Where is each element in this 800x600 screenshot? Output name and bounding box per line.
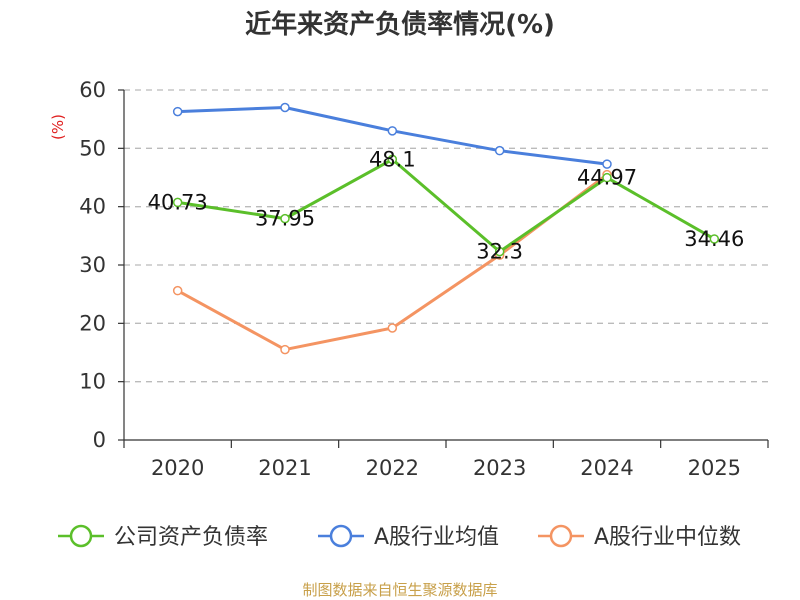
y-tick-label: 50: [79, 136, 106, 160]
y-tick-label: 60: [79, 78, 106, 102]
x-tick-label: 2025: [688, 456, 741, 480]
data-point: [387, 126, 398, 136]
x-tick-label: 2021: [258, 456, 311, 480]
legend[interactable]: 公司资产负债率 A股行业均值 A股行业中位数: [58, 524, 741, 550]
x-tick-label: 2024: [580, 456, 633, 480]
legend-swatch-marker: [549, 524, 573, 548]
data-point: [280, 344, 290, 355]
data-label: 48.1: [369, 147, 416, 171]
legend-label: 公司资产负债率: [114, 525, 268, 550]
series-line: [177, 157, 716, 254]
y-tick-label: 10: [79, 370, 106, 394]
data-label: 32.3: [476, 240, 523, 264]
data-point: [280, 102, 290, 113]
data-labels: 40.73 37.95 48.1 32.3 44.97 34.46: [148, 147, 745, 263]
data-point: [172, 285, 183, 296]
legend-swatch-marker: [69, 524, 93, 548]
data-point: [387, 154, 398, 165]
data-label: 40.73: [148, 190, 208, 214]
x-tick-label: 2020: [151, 456, 204, 480]
y-tick-label: 20: [79, 311, 106, 335]
y-tick-label: 40: [79, 195, 106, 219]
data-label: 37.95: [255, 207, 315, 231]
data-point: [602, 159, 612, 169]
y-axis-label: (%): [49, 114, 67, 140]
data-point: [172, 106, 183, 117]
y-tick-label: 30: [79, 253, 106, 277]
y-tick-label: 0: [93, 428, 106, 452]
legend-swatch-marker: [329, 524, 353, 548]
legend-label: A股行业均值: [374, 525, 499, 550]
data-point: [494, 145, 505, 156]
data-point: [387, 323, 398, 333]
axes: 0 10 20 30 40 50 60 2020 2021 2022 2023 2024 2025: [79, 78, 769, 480]
x-tick-label: 2022: [366, 456, 419, 480]
data-point: [709, 234, 720, 244]
grid-lines: [124, 89, 768, 383]
data-point: [494, 246, 505, 257]
data-point: [172, 197, 183, 208]
chart-title: 近年来资产负债率情况(%): [245, 10, 555, 40]
data-point: [280, 213, 290, 224]
source-note: 制图数据来自恒生聚源数据库: [302, 581, 498, 599]
data-point: [602, 172, 612, 183]
legend-label: A股行业中位数: [594, 525, 741, 550]
x-tick-label: 2023: [473, 456, 526, 480]
data-label: 44.97: [577, 166, 637, 190]
data-label: 34.46: [684, 227, 744, 251]
series-group: [172, 102, 720, 355]
